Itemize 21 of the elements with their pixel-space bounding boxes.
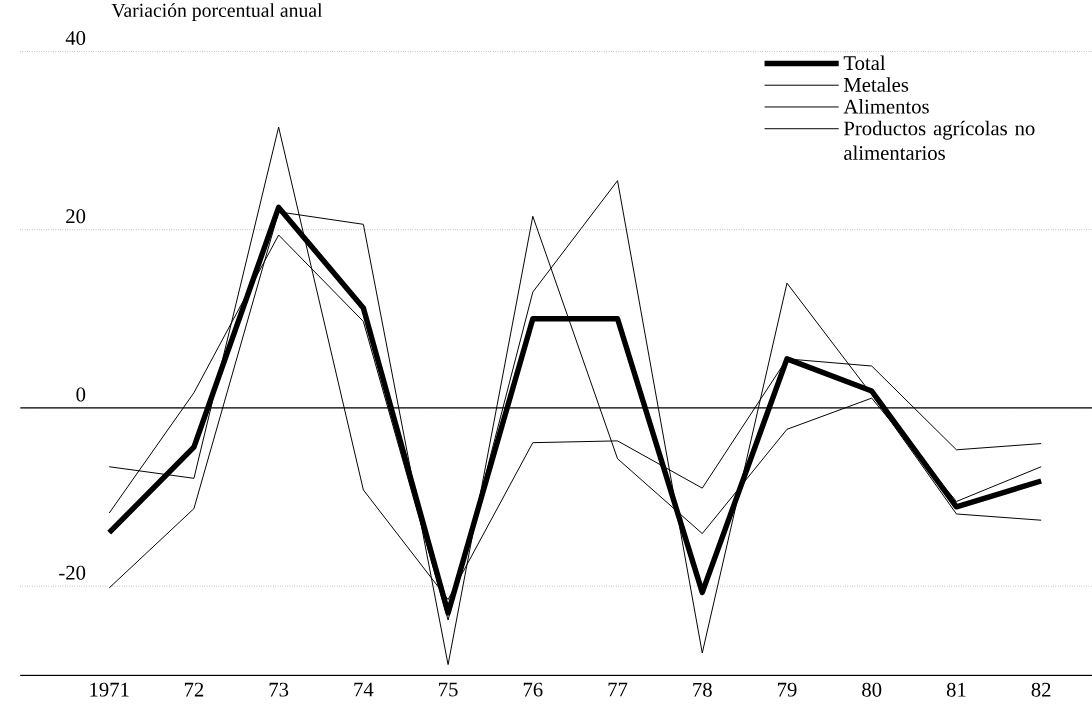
x-tick-label: 76: [523, 682, 543, 697]
x-tick-label: 80: [862, 682, 882, 697]
x-tick-label: 1971: [90, 682, 129, 697]
y-tick-label: 0: [76, 387, 86, 402]
legend-label: Productos agrícolas no alimentarios: [843, 120, 1035, 161]
x-tick-label: 81: [946, 682, 966, 697]
legend-label: Metales: [843, 77, 909, 92]
x-tick-label: 74: [354, 682, 374, 697]
x-tick-label: 79: [778, 682, 797, 697]
y-tick-label: 40: [65, 31, 86, 46]
x-tick-label: 82: [1031, 682, 1051, 697]
legend-label: Alimentos: [843, 99, 929, 114]
x-tick-label: 75: [439, 682, 458, 697]
x-tick-label: 78: [693, 682, 712, 697]
x-tick-label: 72: [184, 682, 204, 697]
x-tick-label: 77: [608, 682, 628, 697]
legend-label: Total: [843, 55, 886, 71]
y-tick-label: 20: [66, 209, 86, 224]
y-tick-label: -20: [59, 565, 86, 580]
x-tick-label: 73: [269, 682, 289, 697]
y-axis-title: Variación porcentual anual: [111, 3, 323, 22]
